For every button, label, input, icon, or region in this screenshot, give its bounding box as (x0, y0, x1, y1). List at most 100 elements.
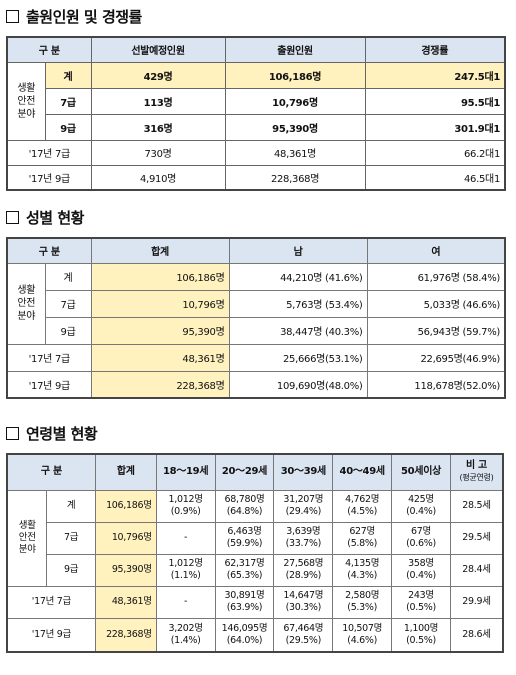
cell-ratio: 46.5대1 (364, 164, 506, 191)
cell-age-18: 1,012명 (0.9%) (155, 489, 216, 523)
cell-percent: (64.8%) (226, 506, 263, 517)
cell-percent: (33.7%) (285, 538, 322, 549)
cell-percent: (0.5%) (406, 634, 436, 646)
cell-female: 118,678명(52.0%) (366, 370, 506, 399)
group-label: 생활 안전 분야 (6, 61, 46, 141)
header-age-18: 18～19세 (155, 453, 216, 491)
cell-total: 106,186명 (90, 262, 230, 291)
checkbox-square-icon (6, 211, 19, 224)
header-applicants: 출원인원 (224, 36, 366, 63)
cell-count: 68,780명 (224, 494, 265, 505)
cell-total: 10,796명 (90, 289, 230, 318)
table-row: 7급 113명 10,796명 95.5대1 (7, 87, 506, 115)
cell-ratio: 301.9대1 (364, 113, 506, 141)
header-age-20: 20～29세 (214, 453, 275, 491)
header-category: 구 분 (6, 36, 92, 63)
row-label: '17년 7급 (6, 585, 96, 619)
cell-count: 1,012명 (168, 558, 203, 569)
cell-avg-age: 29.9세 (449, 585, 504, 619)
section2-title: 성별 현황 (6, 207, 84, 228)
cell-total: 10,796명 (94, 521, 157, 555)
table-row: 생활 안전 분야 계 106,186명 44,210명 (41.6%) 61,976… (6, 262, 506, 345)
row-label: 계 (44, 262, 92, 291)
group-label: 생활 안전 분야 (6, 489, 48, 587)
table-row: '17년 9급 4,910명 228,368명 46.5대1 (6, 164, 506, 191)
row-label: '17년 9급 (6, 617, 96, 653)
header-note-sub: (평균연령) (459, 473, 494, 483)
cell-age-50: 358명 (0.4%) (391, 553, 451, 587)
cell-age-30: 67,464명 (29.5%) (273, 617, 334, 653)
table-row: 7급 10,796명 5,763명 (53.4%) 5,033명 (46.6%) (7, 289, 506, 318)
cell-plan: 316명 (90, 113, 226, 141)
cell-count: 1,012명 (168, 494, 203, 505)
cell-age-50: 67명 (0.6%) (391, 521, 451, 555)
cell-count: 627명 (349, 526, 375, 537)
cell-applicants: 106,186명 (224, 61, 366, 89)
row-label: 계 (46, 489, 96, 523)
header-category: 구 분 (6, 237, 92, 264)
cell-count: 1,100명 (403, 622, 439, 634)
row-label: 7급 (46, 521, 96, 555)
row-label: 계 (44, 61, 92, 89)
cell-age-20: 6,463명 (59.9%) (214, 521, 275, 555)
cell-age-18: - (155, 521, 216, 555)
header-note-label: 비 고 (465, 460, 487, 472)
cell-total: 106,186명 (94, 489, 157, 523)
table-row: 9급 95,390명 1,012명 (1.1%) 62,317명 (65.3%) 2… (7, 553, 504, 587)
cell-avg-age: 29.5세 (449, 521, 504, 555)
cell-applicants: 48,361명 (224, 139, 366, 166)
cell-count: 4,135명 (345, 558, 380, 569)
cell-total: 228,368명 (94, 617, 157, 653)
cell-age-20: 146,095명 (64.0%) (214, 617, 275, 653)
cell-count: 425명 (408, 494, 434, 505)
cell-applicants: 228,368명 (224, 164, 366, 191)
cell-age-20: 68,780명 (64.8%) (214, 489, 275, 523)
header-plan: 선발예정인원 (90, 36, 226, 63)
cell-avg-age: 28.4세 (449, 553, 504, 587)
cell-age-18: - (155, 585, 216, 619)
cell-count: 3,202명 (168, 622, 203, 634)
cell-plan: 730명 (90, 139, 226, 166)
cell-avg-age: 28.6세 (449, 617, 504, 653)
cell-ratio: 66.2대1 (364, 139, 506, 166)
cell-count: 31,207명 (283, 494, 324, 505)
cell-percent: (4.5%) (347, 506, 378, 517)
table-row: '17년 9급 228,368명 109,690명(48.0%) 118,678… (6, 370, 506, 399)
section3-title-text: 연령별 현황 (26, 425, 98, 443)
cell-count: 3,639명 (286, 526, 321, 537)
cell-age-30: 27,568명 (28.9%) (273, 553, 334, 587)
cell-count: 243명 (408, 590, 434, 601)
cell-age-40: 4,762명 (4.5%) (332, 489, 393, 523)
section2-title-text: 성별 현황 (26, 209, 84, 227)
cell-total: 48,361명 (94, 585, 157, 619)
cell-male: 44,210명 (41.6%) (228, 262, 368, 291)
header-category: 구 분 (6, 453, 96, 491)
cell-male: 5,763명 (53.4%) (228, 289, 368, 318)
group-label: 생활 안전 분야 (6, 262, 46, 345)
row-label: '17년 7급 (6, 139, 92, 166)
cell-percent: (1.4%) (170, 634, 201, 646)
table-row: 9급 316명 95,390명 301.9대1 (7, 113, 506, 141)
header-age-30: 30～39세 (273, 453, 334, 491)
cell-count: 4,762명 (345, 494, 380, 505)
cell-age-30: 3,639명 (33.7%) (273, 521, 334, 555)
cell-percent: (63.9%) (226, 602, 263, 613)
cell-male: 109,690명(48.0%) (228, 370, 368, 399)
cell-percent: (1.1%) (170, 570, 201, 581)
cell-male: 38,447명 (40.3%) (228, 316, 368, 345)
cell-male: 25,666명(53.1%) (228, 343, 368, 372)
checkbox-square-icon (6, 10, 19, 23)
cell-female: 5,033명 (46.6%) (366, 289, 506, 318)
table-row: '17년 9급 228,368명 3,202명 (1.4%) 146,095명 (6… (6, 617, 504, 653)
table-row: '17년 7급 48,361명 - 30,891명 (63.9%) 14,647명… (6, 585, 504, 619)
cell-percent: (5.8%) (347, 538, 378, 549)
row-label: 7급 (44, 87, 92, 115)
cell-total: 48,361명 (90, 343, 230, 372)
cell-plan: 4,910명 (90, 164, 226, 191)
cell-count: - (184, 596, 188, 607)
cell-total: 228,368명 (90, 370, 230, 399)
table-row: 7급 10,796명 - 6,463명 (59.9%) 3,639명 (33.7%)… (7, 521, 504, 555)
cell-count: - (184, 532, 188, 543)
header-total: 합계 (90, 237, 230, 264)
cell-percent: (0.4%) (406, 506, 436, 517)
